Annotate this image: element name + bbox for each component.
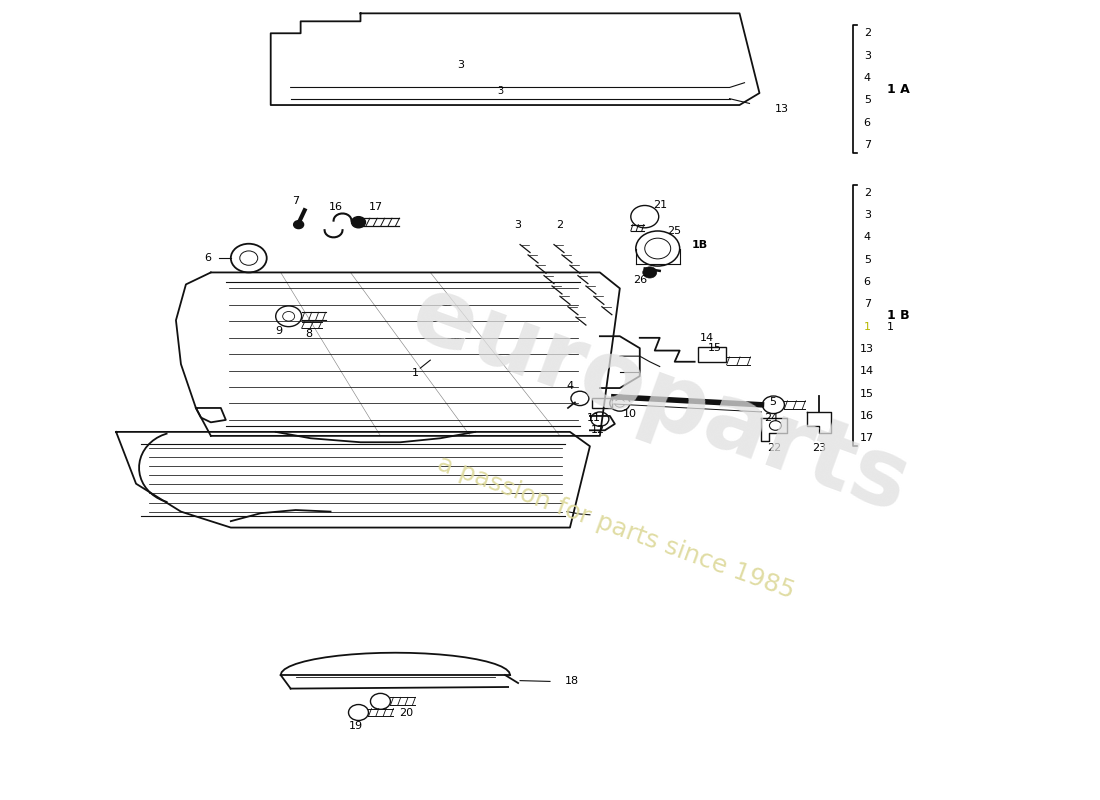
Circle shape — [352, 217, 365, 228]
Text: 7: 7 — [864, 299, 871, 310]
Text: 20: 20 — [399, 707, 414, 718]
Text: 13: 13 — [860, 344, 875, 354]
Text: 1 B: 1 B — [887, 309, 910, 322]
Bar — [697, 347, 726, 362]
Text: 6: 6 — [204, 253, 211, 263]
Text: 18: 18 — [565, 677, 579, 686]
Text: 4: 4 — [864, 232, 871, 242]
Text: 24: 24 — [764, 413, 779, 422]
Text: 4: 4 — [566, 381, 573, 390]
Text: 22: 22 — [768, 443, 782, 453]
Text: 14: 14 — [860, 366, 875, 376]
Text: 5: 5 — [769, 397, 777, 406]
Text: 21: 21 — [652, 201, 667, 210]
Text: 3: 3 — [497, 86, 503, 96]
Text: 11: 11 — [587, 414, 601, 423]
Text: 3: 3 — [456, 60, 464, 70]
Text: 15: 15 — [860, 389, 875, 398]
Text: 2: 2 — [864, 28, 871, 38]
Text: 10: 10 — [623, 410, 637, 419]
Text: 7: 7 — [864, 140, 871, 150]
Text: 16: 16 — [329, 202, 342, 212]
Text: 16: 16 — [860, 411, 875, 421]
Text: 2: 2 — [864, 188, 871, 198]
Text: 4: 4 — [864, 73, 871, 83]
Text: 8: 8 — [305, 329, 312, 339]
Text: 14: 14 — [700, 333, 714, 343]
Text: 25: 25 — [668, 226, 682, 236]
Text: 5: 5 — [864, 254, 871, 265]
Text: 26: 26 — [632, 275, 647, 286]
Text: 13: 13 — [774, 104, 789, 114]
Text: 6: 6 — [864, 277, 871, 287]
Text: 6: 6 — [864, 118, 871, 127]
Text: 19: 19 — [349, 721, 363, 731]
Text: 7: 7 — [293, 196, 299, 206]
Text: 5: 5 — [864, 95, 871, 106]
Text: 12: 12 — [591, 426, 605, 435]
Text: 1: 1 — [411, 368, 419, 378]
Bar — [592, 398, 612, 408]
Text: 1 A: 1 A — [887, 82, 910, 95]
Text: 17: 17 — [860, 434, 875, 443]
Text: a passion for parts since 1985: a passion for parts since 1985 — [434, 451, 798, 603]
Text: 15: 15 — [707, 343, 722, 353]
Text: 3: 3 — [864, 210, 871, 220]
Text: 1B: 1B — [692, 239, 707, 250]
Circle shape — [642, 267, 657, 278]
Text: 1: 1 — [864, 322, 871, 332]
Text: 3: 3 — [515, 220, 521, 230]
Text: 9: 9 — [275, 326, 283, 337]
Text: europarts: europarts — [398, 267, 921, 533]
Circle shape — [294, 221, 304, 229]
Text: 2: 2 — [557, 220, 563, 230]
Text: 1: 1 — [887, 322, 894, 332]
Text: 3: 3 — [864, 50, 871, 61]
Text: 23: 23 — [812, 443, 826, 453]
Text: 17: 17 — [368, 202, 383, 212]
